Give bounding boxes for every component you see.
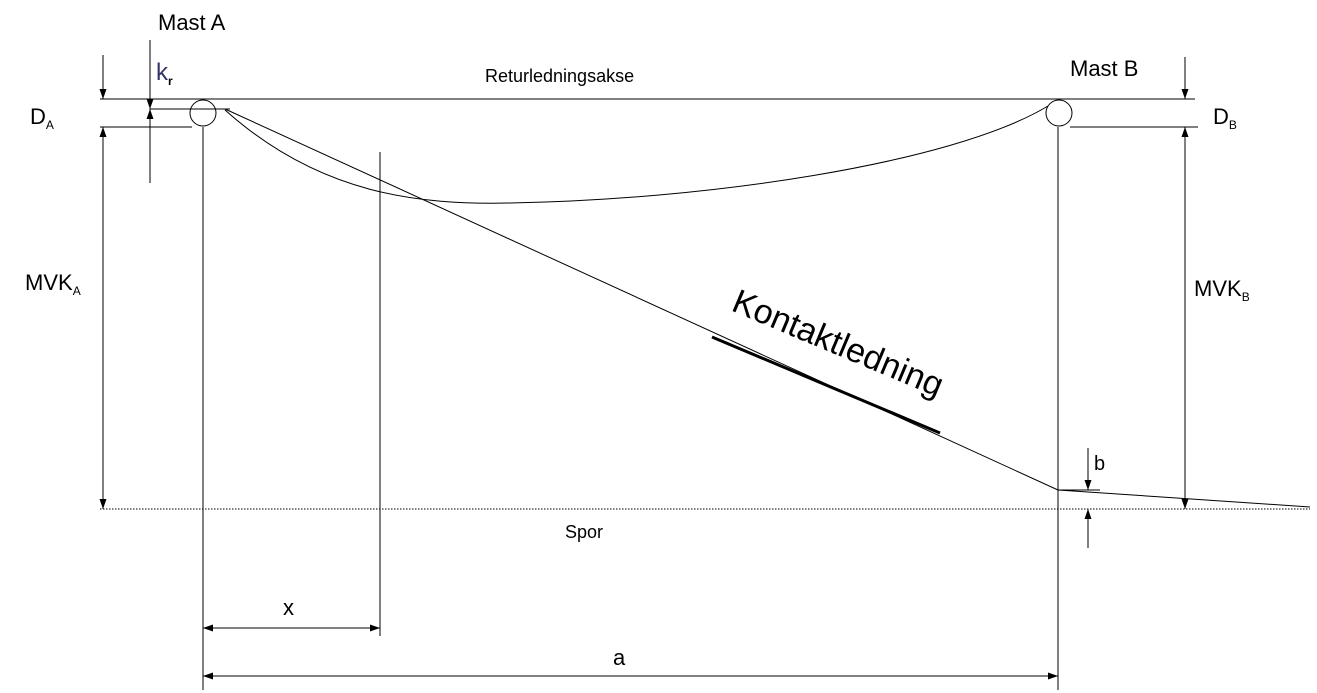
- b-label: b: [1094, 453, 1105, 475]
- d-a-label: DA: [30, 104, 54, 132]
- mvk-a-sub: A: [73, 284, 81, 298]
- contact-wire-continuation: [1057, 489, 1311, 508]
- k-r-main: k: [156, 59, 169, 86]
- track-label: Spor: [565, 522, 603, 542]
- mvk-b-main: MVK: [1194, 276, 1242, 301]
- mvk-a-main: MVK: [25, 270, 73, 295]
- mvk-a-label: MVKA: [25, 270, 81, 298]
- mast-a-label: Mast A: [158, 10, 226, 35]
- d-b-label: DB: [1213, 104, 1237, 132]
- contact-wire-highlight: [711, 335, 941, 435]
- mast-b-label: Mast B: [1070, 56, 1138, 81]
- contact-wire: [224, 108, 1059, 491]
- d-b-sub: B: [1229, 118, 1237, 132]
- d-a-sub: A: [46, 118, 54, 132]
- a-label: a: [613, 645, 626, 670]
- d-b-main: D: [1213, 104, 1229, 129]
- return-axis-label: Returledningsakse: [485, 66, 634, 86]
- d-a-main: D: [30, 104, 46, 129]
- mast-a-wire: [189, 99, 217, 127]
- mvk-b-label: MVKB: [1194, 276, 1250, 304]
- x-label: x: [283, 595, 294, 620]
- mvk-b-sub: B: [1242, 290, 1250, 304]
- mast-b-wire: [1045, 99, 1073, 127]
- return-wire: [224, 105, 1049, 204]
- contact-wire-label: Kontaktledning: [727, 282, 949, 404]
- k-r-sub: r: [168, 74, 173, 88]
- k-r-label: kr: [156, 59, 173, 88]
